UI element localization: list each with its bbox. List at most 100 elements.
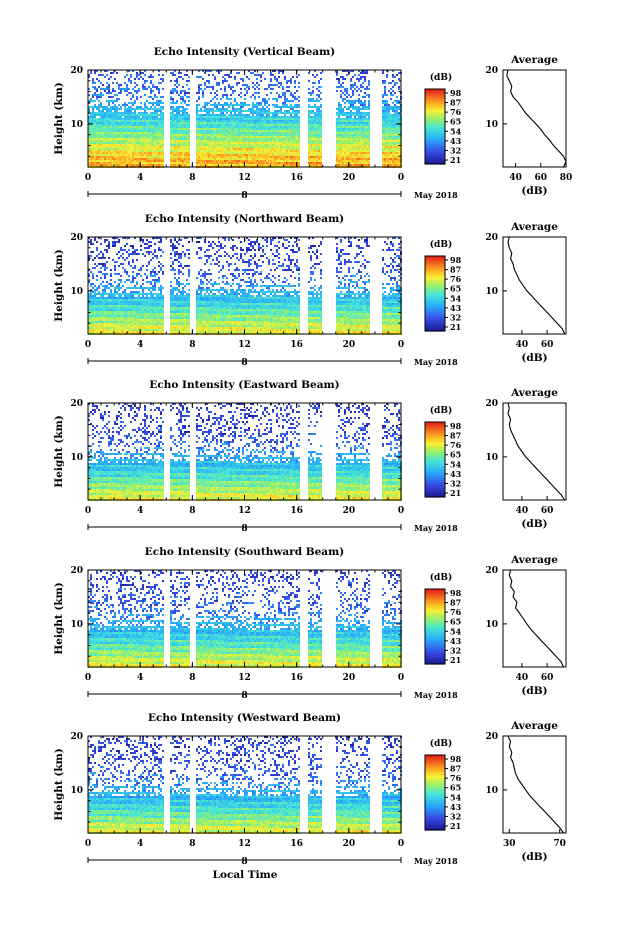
colorbar-unit: (dB) xyxy=(430,239,452,250)
profile-x-tick-label: 60 xyxy=(541,340,554,350)
y-axis-label: Height (km) xyxy=(53,415,65,487)
profile-frame xyxy=(503,403,566,500)
colorbar-tick-label: 21 xyxy=(450,155,461,165)
colorbar-tick-label: 98 xyxy=(450,421,462,431)
x-tick-label: 0 xyxy=(85,340,91,350)
colorbar-tick-label: 87 xyxy=(450,265,461,275)
date-label: May 2018 xyxy=(414,856,458,866)
day-marker: 8 xyxy=(241,358,247,368)
heatmap-image xyxy=(88,70,402,168)
colorbar-unit: (dB) xyxy=(430,572,452,583)
x-tick-label: 20 xyxy=(343,839,356,849)
profile-y-tick-label: 20 xyxy=(485,566,498,576)
y-tick-label: 10 xyxy=(70,287,83,297)
date-label: May 2018 xyxy=(414,357,458,367)
heatmap-image xyxy=(88,237,402,335)
profile-y-tick-label: 20 xyxy=(485,66,498,76)
panel-3: Echo Intensity (Eastward Beam)0 4 8 12 16 20 0… xyxy=(53,379,566,534)
colorbar-tick-label: 65 xyxy=(450,117,461,127)
x-tick-label: 16 xyxy=(290,839,303,849)
colorbar-tick-label: 54 xyxy=(450,459,462,469)
profile-x-tick-label: 30 xyxy=(503,839,516,849)
colorbar-tick-label: 32 xyxy=(450,811,461,821)
x-tick-label: 0 xyxy=(85,506,91,516)
profile-frame xyxy=(503,237,566,334)
panel-title: Echo Intensity (Westward Beam) xyxy=(148,712,341,724)
profile-y-tick-label: 20 xyxy=(485,399,498,409)
colorbar-tick-label: 21 xyxy=(450,821,461,831)
day-marker: 8 xyxy=(241,524,247,534)
profile-y-tick-label: 10 xyxy=(485,453,498,463)
profile-frame xyxy=(503,70,566,167)
profile-line xyxy=(508,403,565,500)
x-tick-label: 0 xyxy=(85,173,91,183)
x-tick-label: 16 xyxy=(290,173,303,183)
profile-x-tick-label: 40 xyxy=(516,673,529,683)
y-tick-label: 10 xyxy=(70,786,83,796)
x-tick-label: 8 xyxy=(189,173,195,183)
y-tick-label: 20 xyxy=(70,566,83,576)
x-tick-label: 4 xyxy=(137,839,143,849)
x-tick-label: 0 xyxy=(85,673,91,683)
colorbar-tick-label: 32 xyxy=(450,478,461,488)
y-tick-label: 20 xyxy=(70,233,83,243)
colorbar-unit: (dB) xyxy=(430,738,452,749)
profile-x-tick-label: 40 xyxy=(509,173,522,183)
colorbar-tick-label: 43 xyxy=(450,136,462,146)
colorbar-tick-label: 32 xyxy=(450,145,461,155)
colorbar-tick-label: 65 xyxy=(450,450,461,460)
profile-x-tick-label: 80 xyxy=(560,173,573,183)
x-tick-label: 16 xyxy=(290,340,303,350)
profile-line xyxy=(509,570,563,667)
x-tick-label: 20 xyxy=(343,673,356,683)
y-axis-label: Height (km) xyxy=(53,582,65,654)
day-marker: 8 xyxy=(241,691,247,701)
y-tick-label: 10 xyxy=(70,620,83,630)
x-tick-label: 12 xyxy=(238,173,251,183)
profile-y-tick-label: 20 xyxy=(485,732,498,742)
profile-title: Average xyxy=(510,221,558,233)
x-tick-label: 0 xyxy=(398,340,404,350)
colorbar-tick-label: 76 xyxy=(450,773,462,783)
panel-title: Echo Intensity (Vertical Beam) xyxy=(154,46,335,58)
y-axis-label: Height (km) xyxy=(53,249,65,321)
x-tick-label: 0 xyxy=(85,839,91,849)
x-tick-label: 0 xyxy=(398,839,404,849)
panel-title: Echo Intensity (Northward Beam) xyxy=(145,213,344,225)
panel-1: Echo Intensity (Vertical Beam)0 4 8 12 16 20 0… xyxy=(53,46,572,201)
x-tick-label: 12 xyxy=(238,340,251,350)
x-tick-label: 0 xyxy=(398,506,404,516)
colorbar-tick-label: 98 xyxy=(450,588,462,598)
panel-title: Echo Intensity (Eastward Beam) xyxy=(149,379,339,391)
profile-x-tick-label: 60 xyxy=(541,673,554,683)
x-tick-label: 8 xyxy=(189,340,195,350)
day-marker: 8 xyxy=(241,857,247,867)
panel-4: Echo Intensity (Southward Beam)0 4 8 12 16 20… xyxy=(53,546,566,701)
profile-line xyxy=(508,736,564,833)
x-tick-label: 8 xyxy=(189,673,195,683)
heatmap-image xyxy=(88,403,402,501)
panel-2: Echo Intensity (Northward Beam)0 4 8 12 16 20… xyxy=(53,213,566,368)
x-axis-label: Local Time xyxy=(213,869,278,881)
profile-x-label: (dB) xyxy=(521,851,547,863)
x-tick-label: 4 xyxy=(137,173,143,183)
y-tick-label: 10 xyxy=(70,120,83,130)
profile-x-label: (dB) xyxy=(521,518,547,530)
colorbar-tick-label: 32 xyxy=(450,312,461,322)
profile-y-tick-label: 10 xyxy=(485,620,498,630)
x-tick-label: 12 xyxy=(238,673,251,683)
heatmap-image xyxy=(88,736,402,834)
colorbar-tick-label: 43 xyxy=(450,802,462,812)
colorbar-unit: (dB) xyxy=(430,72,452,83)
colorbar-tick-label: 54 xyxy=(450,293,462,303)
colorbar-tick-label: 76 xyxy=(450,440,462,450)
date-label: May 2018 xyxy=(414,190,458,200)
x-tick-label: 20 xyxy=(343,173,356,183)
y-tick-label: 20 xyxy=(70,732,83,742)
colorbar-tick-label: 43 xyxy=(450,303,462,313)
colorbar-tick-label: 21 xyxy=(450,655,461,665)
y-axis-label: Height (km) xyxy=(53,748,65,820)
colorbar-tick-label: 21 xyxy=(450,488,461,498)
y-tick-label: 10 xyxy=(70,453,83,463)
